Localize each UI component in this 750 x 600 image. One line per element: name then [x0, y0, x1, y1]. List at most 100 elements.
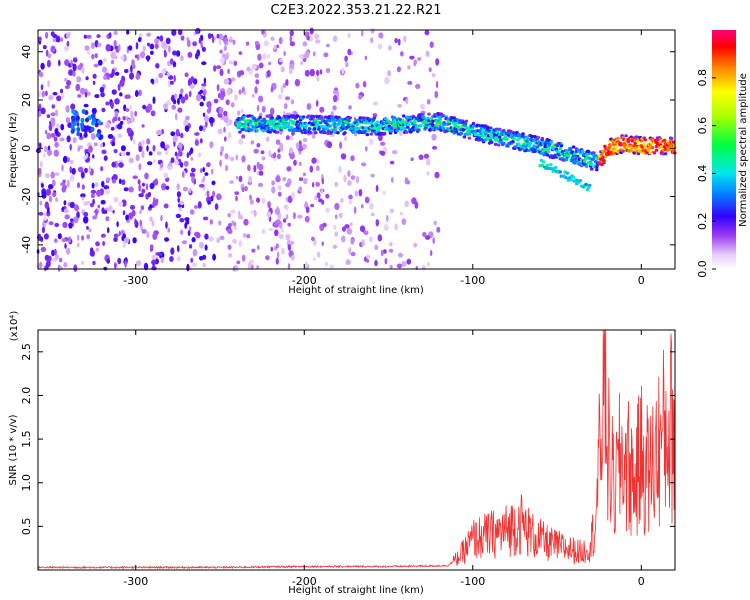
spectrogram-cell — [285, 135, 290, 141]
spectrogram-cell — [289, 41, 296, 47]
spectrogram-cell — [232, 39, 236, 45]
spectrogram-cell — [40, 62, 45, 70]
spectrogram-cell — [81, 67, 85, 74]
spectrogram-cell — [304, 215, 310, 223]
spectrogram-cell — [126, 29, 130, 35]
spectrogram-cell — [391, 176, 394, 183]
spectrogram-cell — [400, 51, 404, 57]
spectrogram-cell — [431, 73, 436, 78]
spectrogram-cell — [97, 42, 102, 48]
spectrogram-cell — [325, 207, 330, 213]
spectrogram-cell — [50, 171, 55, 179]
spectrogram-cell — [278, 58, 284, 63]
spectrogram-cell — [166, 71, 171, 77]
spectrogram-cell — [253, 209, 257, 217]
spectrogram-cell — [256, 143, 261, 148]
spectrogram-cell — [170, 157, 175, 164]
spectrogram-cell — [366, 129, 371, 133]
spectrogram-cell — [155, 63, 160, 69]
spectrogram-cell — [316, 69, 320, 76]
spectrogram-cell — [108, 32, 112, 38]
spectrogram-cell — [53, 136, 58, 142]
spectrogram-cell — [323, 52, 329, 58]
spectrogram-cell — [463, 122, 468, 126]
spectrogram-cell — [107, 134, 114, 139]
spectrogram-cell — [339, 141, 343, 149]
spectrogram-cell — [293, 159, 297, 166]
spectrogram-cell — [66, 135, 71, 143]
spectrogram-cell — [46, 188, 51, 196]
spectrogram-cell — [184, 93, 189, 101]
spectrogram-cell — [422, 116, 426, 120]
spectrogram-cell — [135, 260, 142, 267]
spectrogram-cell — [59, 257, 63, 263]
spectrogram-cell — [340, 117, 344, 121]
spectrogram-cell — [321, 241, 324, 246]
spectrogram-cell — [389, 126, 394, 131]
spectrogram-cell — [379, 124, 384, 128]
spectrogram-cell — [286, 122, 291, 126]
spectrogram-cell — [71, 109, 76, 114]
spectrogram-cell — [194, 205, 198, 209]
spectrogram-cell — [403, 35, 407, 43]
spectrogram-cell — [374, 244, 379, 251]
spectrogram-cell — [251, 93, 255, 98]
spectrogram-cell — [575, 154, 580, 158]
spectrogram-cell — [196, 49, 201, 57]
spectrogram-cell — [122, 116, 126, 121]
spectrogram-cell — [389, 264, 393, 269]
spectrogram-cell — [243, 218, 249, 226]
spectrogram-cell — [410, 157, 414, 161]
spectrogram-cell — [122, 233, 127, 239]
spectrogram-cell — [271, 180, 275, 186]
spectrogram-cell — [311, 182, 315, 188]
spectrogram-cell — [541, 160, 546, 164]
spectrogram-cell — [66, 179, 70, 188]
spectrogram-cell — [249, 194, 252, 201]
spectrogram-cell — [85, 76, 89, 81]
colorbar-gradient — [712, 30, 736, 269]
spectrogram-cell — [274, 208, 280, 215]
spectrogram-cell — [138, 89, 142, 97]
snr-background — [38, 330, 675, 570]
spectrogram-cell — [223, 110, 228, 117]
spectrogram-cell — [295, 142, 300, 149]
spectrogram-cell — [365, 254, 371, 259]
spectrogram-cell — [138, 145, 142, 153]
spectrogram-cell — [76, 131, 81, 137]
spectrogram-cell — [370, 124, 375, 128]
y-tick-label: 1.5 — [20, 430, 33, 448]
spectrogram-cell — [40, 84, 44, 91]
spectrogram-cell — [189, 226, 192, 231]
spectrogram-cell — [477, 124, 482, 128]
spectrogram-cell — [298, 177, 304, 182]
spectrogram-cell — [43, 233, 49, 240]
spectrogram-x-ticks: -300 -200 -100 0 — [123, 30, 645, 287]
spectrogram-cell — [324, 261, 329, 267]
spectrogram-cell — [228, 253, 233, 258]
spectrogram-cell — [62, 179, 66, 184]
spectrogram-cell — [83, 103, 89, 108]
spectrogram-cell — [509, 129, 513, 133]
spectrogram-cell — [129, 72, 134, 80]
spectrogram-cell — [387, 69, 391, 77]
spectrogram-cell — [135, 73, 141, 80]
spectrogram-cell — [227, 213, 232, 218]
spectrogram-cell — [287, 222, 292, 227]
spectrogram-cell — [300, 61, 303, 66]
spectrogram-cell — [328, 124, 332, 128]
spectrogram-cell — [484, 130, 489, 134]
spectrogram-cell — [640, 145, 645, 149]
spectrogram-cell — [117, 116, 121, 122]
spectrogram-cell — [642, 142, 647, 146]
spectrogram-cell — [90, 133, 96, 140]
spectrogram-cell — [467, 136, 472, 140]
spectrogram-cell — [302, 41, 308, 47]
spectrogram-cell — [276, 251, 280, 259]
spectrogram-cell — [110, 51, 116, 59]
spectrogram-cell — [555, 144, 560, 148]
spectrogram-cell — [425, 50, 430, 57]
spectrogram-cell — [180, 132, 184, 139]
spectrogram-cell — [69, 166, 72, 174]
spectrogram-cell — [304, 123, 309, 127]
